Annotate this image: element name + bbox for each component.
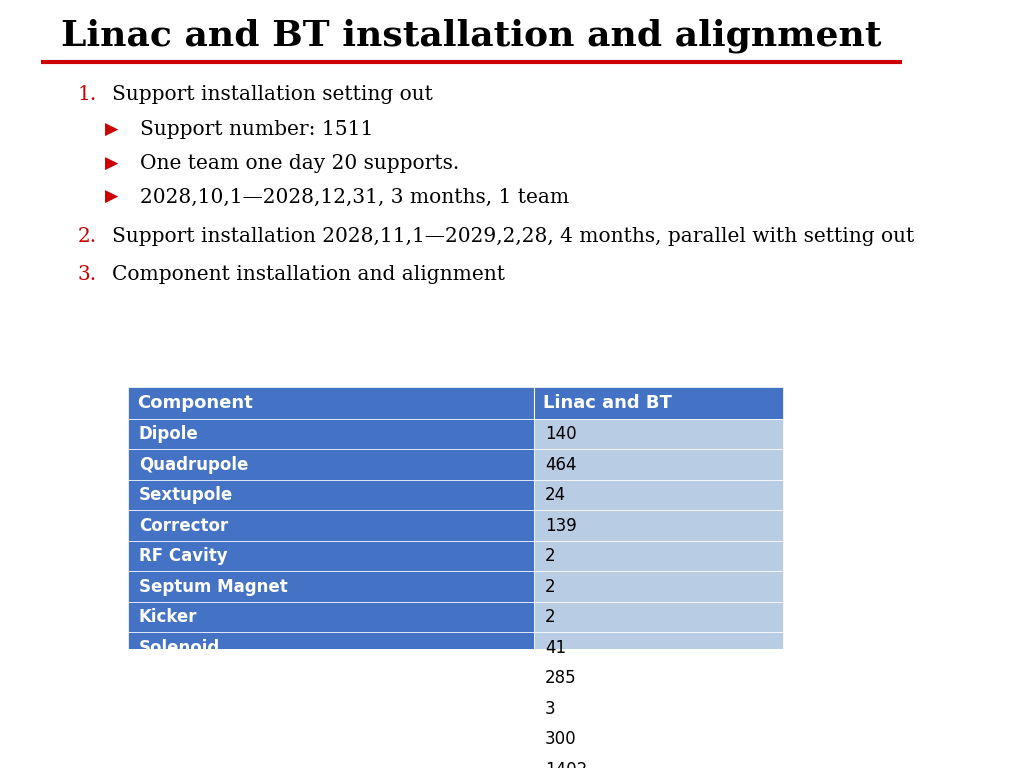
Text: Component: Component <box>137 394 253 412</box>
Text: 2.: 2. <box>78 227 96 247</box>
FancyBboxPatch shape <box>128 663 535 694</box>
FancyBboxPatch shape <box>535 602 783 632</box>
Text: Linac and BT: Linac and BT <box>544 394 672 412</box>
Text: Accelerating structure: Accelerating structure <box>139 669 349 687</box>
Text: 1.: 1. <box>78 84 97 104</box>
Text: Solenoid: Solenoid <box>139 639 220 657</box>
FancyBboxPatch shape <box>535 663 783 694</box>
Text: Total总计: Total总计 <box>139 761 205 768</box>
Text: 2028,10,1—2028,12,31, 3 months, 1 team: 2028,10,1—2028,12,31, 3 months, 1 team <box>140 188 569 207</box>
Text: RF Cavity: RF Cavity <box>139 547 227 565</box>
FancyBboxPatch shape <box>535 480 783 511</box>
Text: 139: 139 <box>545 517 577 535</box>
FancyBboxPatch shape <box>128 449 535 480</box>
Text: 41: 41 <box>545 639 566 657</box>
Text: Quadrupole: Quadrupole <box>139 455 249 474</box>
FancyBboxPatch shape <box>128 754 535 768</box>
Text: One team one day 20 supports.: One team one day 20 supports. <box>140 154 459 173</box>
Text: 2: 2 <box>545 578 556 596</box>
Text: Corrector: Corrector <box>139 517 228 535</box>
Text: Linac and BT installation and alignment: Linac and BT installation and alignment <box>61 18 882 53</box>
Text: Support number: 1511: Support number: 1511 <box>140 121 374 139</box>
FancyBboxPatch shape <box>535 541 783 571</box>
FancyBboxPatch shape <box>128 480 535 511</box>
FancyBboxPatch shape <box>535 754 783 768</box>
FancyBboxPatch shape <box>128 511 535 541</box>
Text: 464: 464 <box>545 455 577 474</box>
FancyBboxPatch shape <box>128 632 535 663</box>
Text: 3: 3 <box>545 700 556 718</box>
Text: 24: 24 <box>545 486 566 504</box>
FancyBboxPatch shape <box>128 571 535 602</box>
FancyBboxPatch shape <box>128 694 535 724</box>
Text: 285: 285 <box>545 669 577 687</box>
FancyBboxPatch shape <box>128 724 535 754</box>
FancyBboxPatch shape <box>535 724 783 754</box>
FancyBboxPatch shape <box>535 632 783 663</box>
Text: Support installation 2028,11,1—2029,2,28, 4 months, parallel with setting out: Support installation 2028,11,1—2029,2,28… <box>113 227 914 247</box>
Text: Component installation and alignment: Component installation and alignment <box>113 264 506 283</box>
Text: 3.: 3. <box>78 264 96 283</box>
Text: 1402: 1402 <box>545 761 588 768</box>
Text: Kicker: Kicker <box>139 608 198 626</box>
FancyBboxPatch shape <box>535 449 783 480</box>
FancyBboxPatch shape <box>128 387 783 419</box>
Text: 2: 2 <box>545 608 556 626</box>
FancyBboxPatch shape <box>535 419 783 449</box>
Text: 300: 300 <box>545 730 577 748</box>
FancyBboxPatch shape <box>128 602 535 632</box>
Text: Support installation setting out: Support installation setting out <box>113 84 433 104</box>
Text: ▶: ▶ <box>105 188 119 207</box>
Text: BPM: BPM <box>139 730 180 748</box>
FancyBboxPatch shape <box>535 694 783 724</box>
Text: Sextupole: Sextupole <box>139 486 233 504</box>
Text: Dipole: Dipole <box>139 425 199 443</box>
Text: Septum Magnet: Septum Magnet <box>139 578 288 596</box>
FancyBboxPatch shape <box>128 541 535 571</box>
Text: ▶: ▶ <box>105 121 119 139</box>
FancyBboxPatch shape <box>535 511 783 541</box>
Text: 2: 2 <box>545 547 556 565</box>
FancyBboxPatch shape <box>128 419 535 449</box>
Text: Cavity: Cavity <box>139 700 198 718</box>
FancyBboxPatch shape <box>535 571 783 602</box>
Text: 140: 140 <box>545 425 577 443</box>
Text: ▶: ▶ <box>105 154 119 173</box>
